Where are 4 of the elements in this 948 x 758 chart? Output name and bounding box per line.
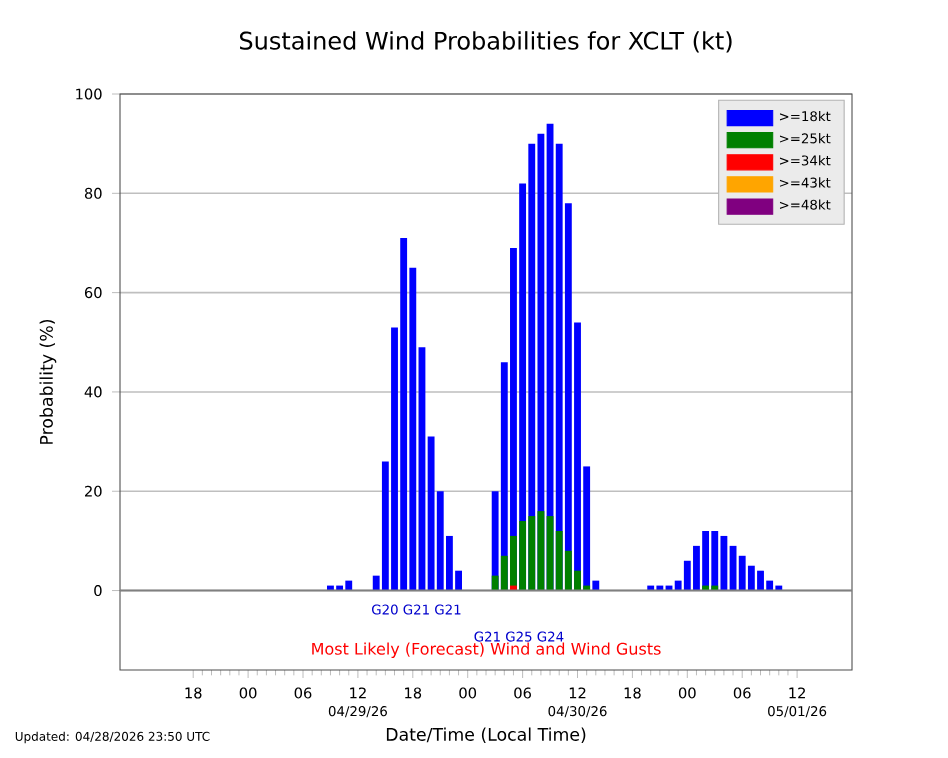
annotation: Most Likely (Forecast) Wind and Wind Gusts <box>312 642 661 658</box>
chart-title: Sustained Wind Probabilities for XCLT (kt) <box>239 31 732 53</box>
y-axis-title: Probability (%) <box>39 319 57 444</box>
x-axis-title: Date/Time (Local Time) <box>386 727 586 743</box>
